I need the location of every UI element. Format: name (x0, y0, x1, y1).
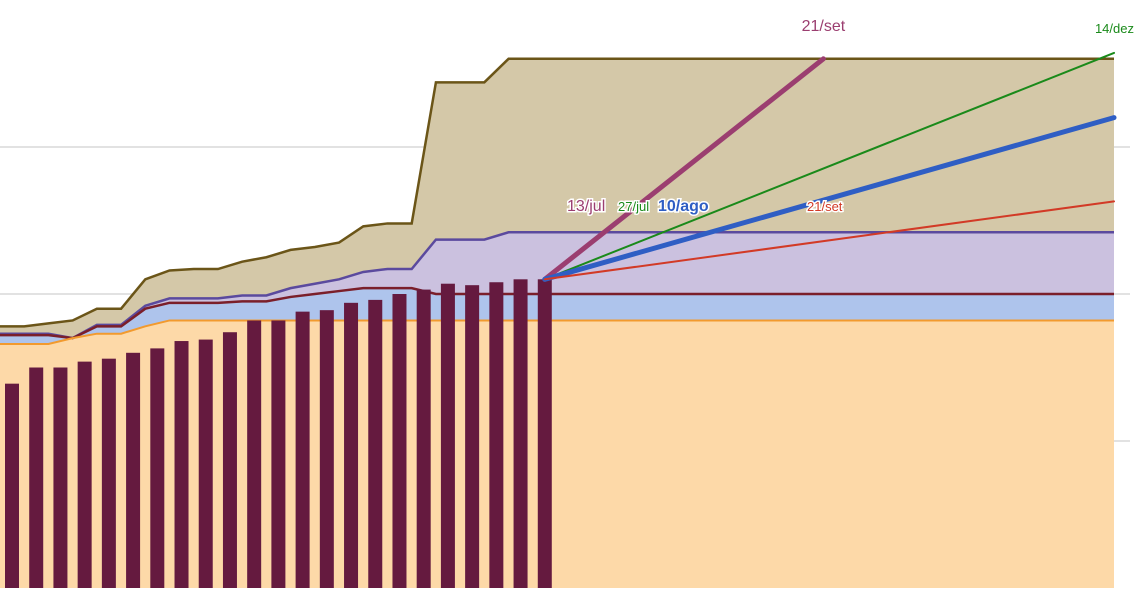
bar-23 (537, 279, 552, 588)
maroon-line (0, 286, 1114, 340)
bar-12 (271, 320, 286, 588)
proj_fast-label-mid: 13/jul (567, 198, 605, 215)
bar-2 (29, 367, 44, 588)
proj_red-line (543, 200, 1115, 281)
olive-line (0, 57, 1114, 328)
bar-14 (319, 310, 334, 588)
purple-line (0, 231, 1114, 340)
proj_green-label-end: 14/dez (1095, 21, 1134, 36)
bar-1 (5, 383, 19, 588)
proj_red-label-mid: 21/set (807, 199, 843, 214)
bar-10 (222, 332, 237, 588)
orange-area (0, 320, 1114, 588)
stacked-areas (0, 57, 1114, 589)
bar-17 (392, 294, 407, 588)
bar-22 (513, 279, 528, 588)
proj_green-label-mid: 27/jul (618, 199, 649, 214)
bar-5 (101, 358, 116, 588)
bar-3 (53, 367, 68, 588)
bar-7 (150, 348, 165, 588)
bar-19 (440, 283, 455, 588)
proj_fast-line (542, 56, 826, 282)
bar-16 (368, 299, 383, 588)
bar-18 (416, 289, 431, 588)
bar-21 (489, 282, 504, 588)
bar-series (5, 279, 552, 588)
bar-6 (126, 352, 141, 588)
bar-8 (174, 341, 189, 588)
proj_blue-label-mid: 10/ago (658, 198, 709, 215)
bar-20 (465, 285, 480, 588)
projection-lines (542, 51, 1117, 282)
proj_blue-line (542, 115, 1117, 282)
bar-15 (344, 302, 359, 588)
annotation-labels: 21/set 13/jul 14/dez 27/jul 10/ago 21/set (566, 16, 1136, 216)
proj_fast-label-end: 21/set (802, 18, 846, 35)
bar-13 (295, 311, 310, 588)
bar-11 (247, 320, 262, 588)
bar-4 (77, 361, 92, 588)
bar-9 (198, 339, 213, 588)
orange-line (0, 319, 1114, 345)
proj_green-line (543, 51, 1115, 281)
